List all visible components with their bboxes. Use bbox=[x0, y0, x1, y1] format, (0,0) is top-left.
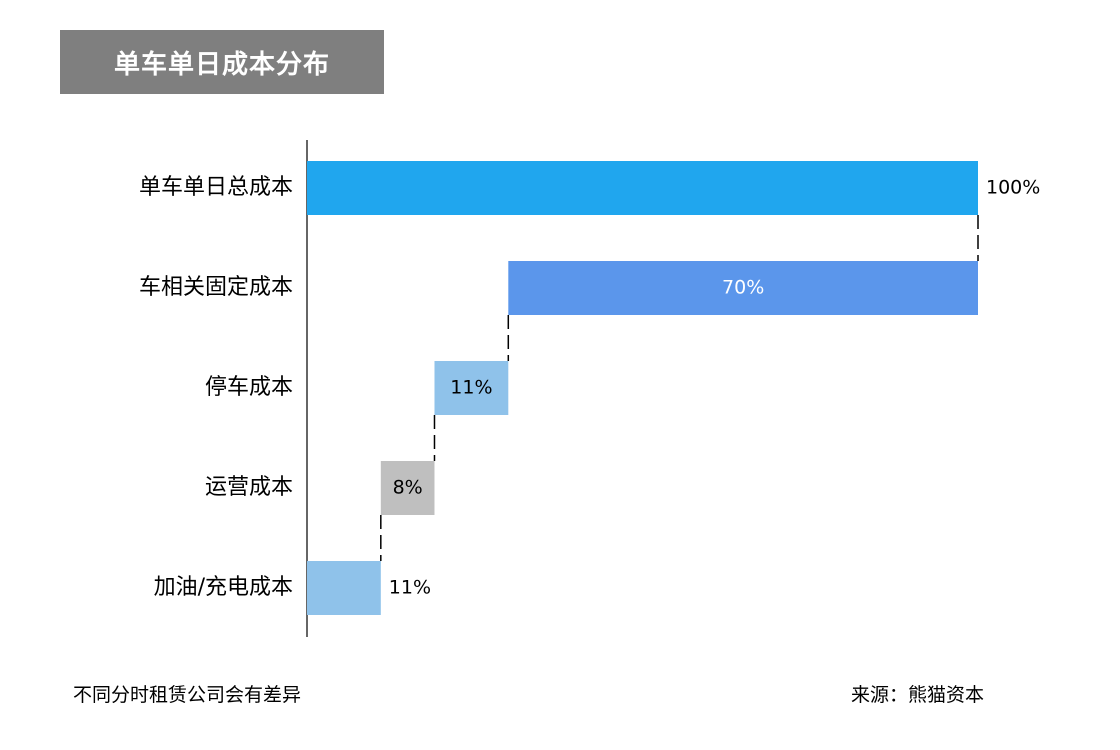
category-label: 单车单日总成本 bbox=[139, 175, 293, 200]
category-label: 运营成本 bbox=[205, 475, 293, 500]
data-label: 100% bbox=[986, 177, 1040, 199]
bar bbox=[508, 261, 978, 315]
title-box: 单车单日成本分布 bbox=[60, 30, 384, 94]
data-label: 11% bbox=[389, 577, 431, 599]
data-label: 8% bbox=[393, 477, 423, 499]
chart-title: 单车单日成本分布 bbox=[113, 49, 330, 80]
category-label: 停车成本 bbox=[205, 375, 293, 400]
bar bbox=[307, 161, 978, 215]
source-note: 来源：熊猫资本 bbox=[851, 684, 985, 706]
data-label: 70% bbox=[722, 277, 764, 299]
footnote: 不同分时租赁公司会有差异 bbox=[73, 684, 302, 706]
category-label: 车相关固定成本 bbox=[139, 275, 293, 300]
bar bbox=[434, 361, 509, 415]
category-label: 加油/充电成本 bbox=[154, 575, 293, 600]
bar bbox=[307, 561, 381, 615]
data-label: 11% bbox=[450, 377, 492, 399]
bar bbox=[380, 461, 435, 515]
